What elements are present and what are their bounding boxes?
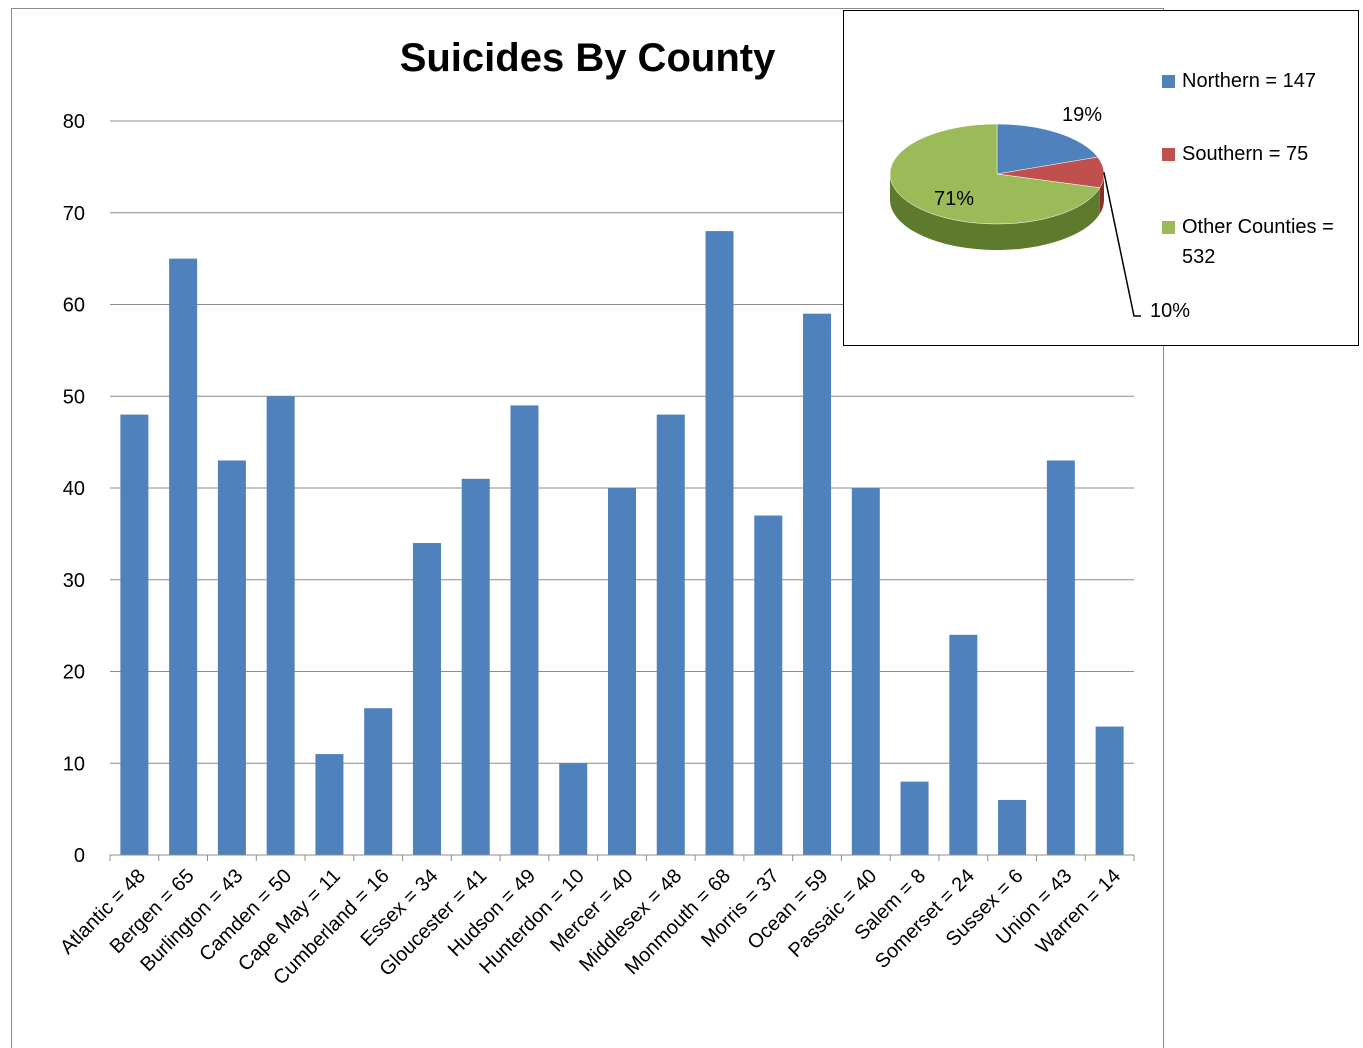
bar-7 bbox=[461, 478, 490, 855]
bar-3 bbox=[266, 396, 295, 855]
bar-14 bbox=[803, 313, 832, 855]
bar-chart-frame bbox=[11, 8, 1164, 1048]
y-tick-label: 40 bbox=[63, 478, 85, 500]
legend-swatch-southern bbox=[1162, 148, 1175, 161]
pie-slice-0 bbox=[996, 123, 1099, 175]
bar-1 bbox=[169, 258, 198, 855]
legend-item-northern: Northern = 147 bbox=[1162, 66, 1352, 96]
pie-side-2 bbox=[890, 174, 1100, 250]
legend-item-southern: Southern = 75 bbox=[1162, 139, 1352, 169]
bar-18 bbox=[998, 799, 1027, 855]
pie-leader-line bbox=[1103, 172, 1141, 317]
bar-13 bbox=[754, 515, 783, 855]
bar-0 bbox=[120, 414, 149, 855]
bar-8 bbox=[510, 405, 539, 855]
pie-percent-label-1: 10% bbox=[1150, 300, 1190, 322]
legend-swatch-northern bbox=[1162, 75, 1175, 88]
y-tick-label: 10 bbox=[63, 753, 85, 775]
y-tick-label: 50 bbox=[63, 386, 85, 408]
bar-10 bbox=[608, 488, 636, 855]
bar-15 bbox=[851, 488, 880, 855]
pie-percent-label-0: 19% bbox=[1062, 104, 1102, 126]
pie-slice-2 bbox=[889, 123, 1101, 225]
pie-chart: 19% 71% 10% bbox=[889, 104, 1190, 322]
y-tick-label: 0 bbox=[74, 845, 85, 867]
bar-5 bbox=[364, 708, 393, 855]
pie-percent-label-2: 71% bbox=[934, 188, 974, 210]
bar-6 bbox=[412, 543, 441, 855]
bar-12 bbox=[705, 231, 734, 856]
bar-11 bbox=[656, 414, 685, 855]
bar-17 bbox=[949, 634, 978, 855]
y-tick-label: 30 bbox=[63, 570, 85, 592]
legend-label-southern: Southern = 75 bbox=[1182, 143, 1309, 165]
legend-label-northern: Northern = 147 bbox=[1182, 70, 1316, 92]
y-tick-label: 60 bbox=[63, 295, 85, 317]
legend-swatch-other bbox=[1162, 221, 1175, 234]
bar-9 bbox=[559, 763, 588, 855]
legend-item-other: Other Counties = 532 bbox=[1162, 212, 1352, 272]
pie-chart-box: 19% 71% 10% Northern = 147 Southern = 75 O… bbox=[843, 10, 1359, 346]
bar-16 bbox=[900, 781, 929, 855]
bar-4 bbox=[315, 754, 344, 855]
y-tick-label: 20 bbox=[63, 662, 85, 684]
y-tick-label: 70 bbox=[63, 203, 85, 225]
chart-title: Suicides By County bbox=[399, 36, 776, 80]
legend-label-other: Other Counties = 532 bbox=[1182, 216, 1334, 268]
bar-20 bbox=[1095, 726, 1124, 855]
y-tick-label: 80 bbox=[63, 111, 85, 133]
bar-2 bbox=[217, 460, 246, 855]
bar-19 bbox=[1046, 460, 1075, 855]
pie-side-1 bbox=[1099, 174, 1104, 214]
